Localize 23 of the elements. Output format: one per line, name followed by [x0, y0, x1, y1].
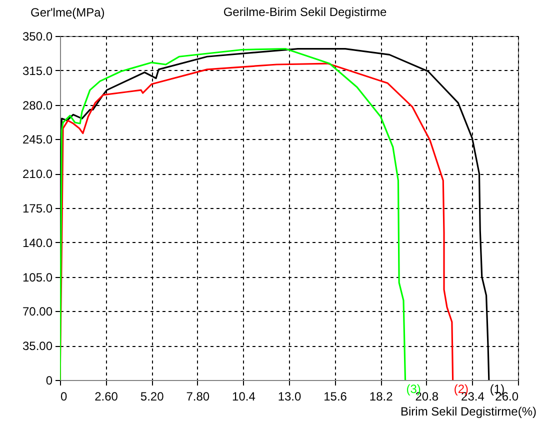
chart-title: Gerilme-Birim Sekil Degistirme — [223, 5, 387, 19]
y-tick-label: 210.0 — [22, 167, 53, 182]
y-tick-label: 35.00 — [22, 339, 53, 354]
x-tick-label: 7.80 — [186, 390, 210, 404]
y-axis-title: Ger'lme(MPa) — [30, 6, 105, 20]
y-tick-label: 175.0 — [22, 202, 53, 216]
y-tick-label: 315.0 — [22, 64, 53, 78]
x-axis-title: Birim Sekil Degistirme(%) — [400, 404, 536, 418]
x-tick-label: 2.60 — [94, 390, 118, 404]
y-tick-label: 0 — [46, 374, 53, 388]
x-tick-label: 13.0 — [278, 390, 302, 404]
y-tick-label: 140.0 — [22, 236, 53, 250]
y-tick-label: 245.0 — [22, 132, 53, 147]
line-series — [60, 48, 406, 380]
y-tick-label: 70.00 — [22, 304, 53, 319]
x-tick-label: 5.20 — [140, 390, 164, 404]
y-tick-label: 105.0 — [22, 270, 53, 284]
y-tick-label: 280.0 — [22, 98, 53, 112]
x-tick-label: 15.6 — [324, 390, 348, 404]
x-tick-label: 10.4 — [232, 390, 256, 404]
x-tick-label: 0 — [60, 390, 68, 404]
y-tick-label: 350.0 — [22, 30, 53, 44]
x-tick-label: 18.2 — [369, 390, 394, 404]
